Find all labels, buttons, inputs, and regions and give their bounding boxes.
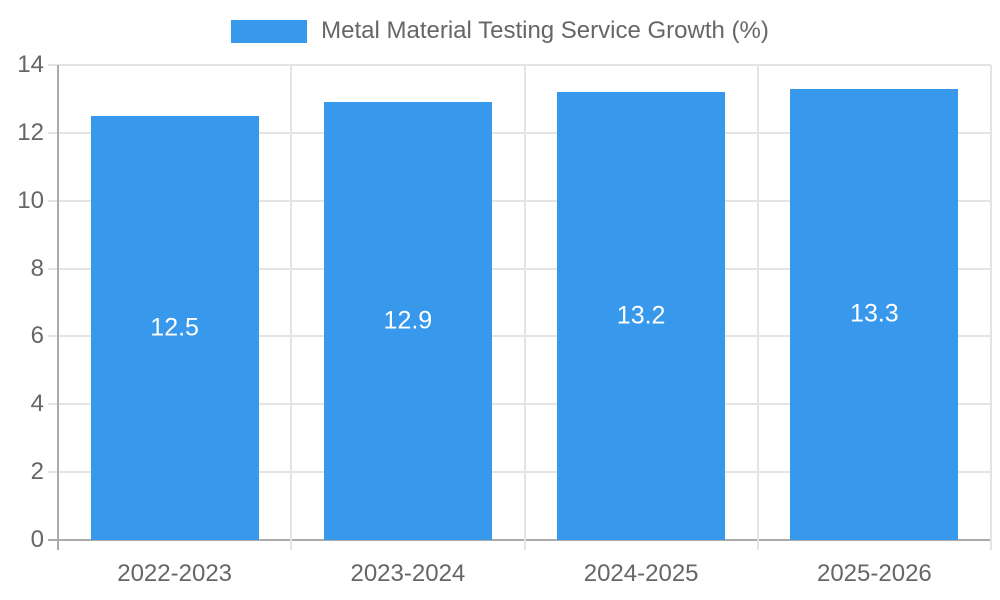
bar-value-label: 12.9 <box>383 306 433 335</box>
x-tick-mark <box>523 540 526 550</box>
y-tick-mark <box>48 199 58 202</box>
legend-label: Metal Material Testing Service Growth (%… <box>321 17 769 44</box>
y-tick-mark <box>48 539 58 541</box>
y-tick-mark <box>48 403 58 406</box>
v-gridline <box>290 65 293 540</box>
bar[interactable] <box>323 102 492 540</box>
chart-legend[interactable]: Metal Material Testing Service Growth (%… <box>0 14 1000 48</box>
legend-swatch-icon <box>231 19 308 43</box>
bar-value-label: 13.2 <box>616 301 666 330</box>
bar[interactable] <box>90 115 259 540</box>
bar-value-label: 13.3 <box>850 299 899 328</box>
x-tick-mark <box>756 540 759 550</box>
v-gridline <box>523 65 526 540</box>
y-tick-label: 12 <box>17 118 44 146</box>
x-tick-label: 2024-2025 <box>583 560 699 587</box>
y-tick-label: 6 <box>30 322 44 350</box>
y-tick-mark <box>48 471 58 474</box>
x-tick-label: 2022-2023 <box>117 560 233 587</box>
x-tick-mark <box>990 540 992 550</box>
y-tick-mark <box>48 64 58 66</box>
y-tick-mark <box>48 131 58 134</box>
y-tick-mark <box>48 267 58 270</box>
bar[interactable] <box>557 92 726 540</box>
y-tick-label: 14 <box>17 51 44 78</box>
v-gridline <box>990 65 992 540</box>
y-tick-label: 10 <box>17 186 44 214</box>
y-tick-label: 8 <box>30 254 44 282</box>
y-axis-line <box>57 65 59 540</box>
bar[interactable] <box>790 88 959 540</box>
y-tick-mark <box>48 335 58 338</box>
x-tick-label: 2025-2026 <box>816 560 932 587</box>
x-tick-label: 2023-2024 <box>350 560 466 587</box>
v-gridline <box>756 65 759 540</box>
x-tick-mark <box>57 540 59 550</box>
x-tick-mark <box>290 540 293 550</box>
y-tick-label: 4 <box>30 390 44 418</box>
y-tick-label: 2 <box>30 458 44 486</box>
y-tick-label: 0 <box>30 526 44 553</box>
bar-value-label: 12.5 <box>150 313 199 342</box>
